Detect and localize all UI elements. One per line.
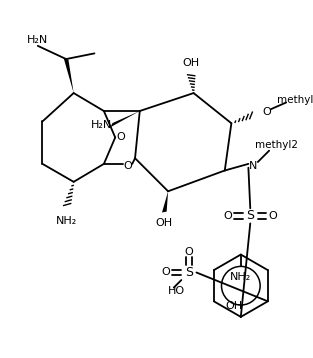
Text: S: S	[185, 266, 193, 279]
Text: H₂N: H₂N	[26, 35, 48, 45]
Text: methyl: methyl	[277, 95, 313, 105]
Text: NH₂: NH₂	[55, 217, 77, 227]
Text: N: N	[249, 161, 257, 171]
Text: OH: OH	[182, 58, 199, 68]
Text: OH: OH	[225, 301, 242, 311]
Polygon shape	[162, 191, 168, 213]
Text: O: O	[162, 267, 171, 277]
Text: O: O	[116, 132, 125, 142]
Text: S: S	[246, 209, 254, 222]
Text: O: O	[223, 211, 232, 221]
Text: O: O	[184, 247, 193, 257]
Text: O: O	[262, 107, 271, 117]
Text: HO: HO	[168, 286, 185, 296]
Text: methyl2: methyl2	[255, 140, 298, 150]
Polygon shape	[110, 111, 140, 127]
Text: H₂N: H₂N	[91, 120, 112, 130]
Text: O: O	[123, 161, 132, 171]
Text: OH: OH	[156, 218, 173, 228]
Polygon shape	[64, 59, 74, 93]
Text: O: O	[269, 211, 277, 221]
Text: NH₂: NH₂	[230, 272, 251, 282]
